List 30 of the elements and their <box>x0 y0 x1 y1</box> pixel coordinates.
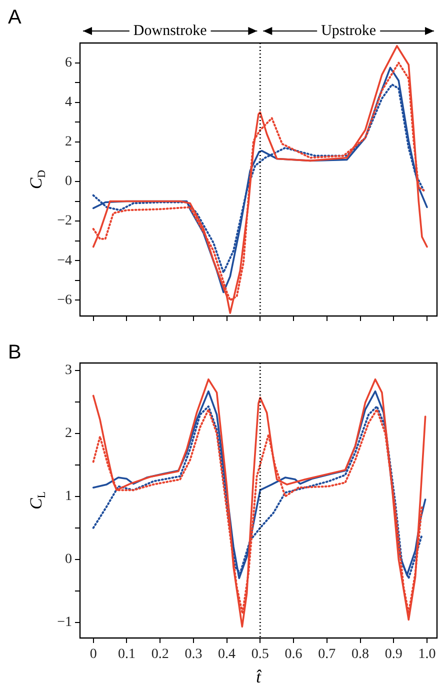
chart-title: A <box>8 6 22 29</box>
y-tick-label: −4 <box>57 253 72 268</box>
x-tick-label: 0.5 <box>251 647 269 662</box>
x-tick-label: 0.6 <box>284 647 302 662</box>
y-tick-label: 1 <box>65 489 72 504</box>
y-tick-label: 6 <box>65 55 72 70</box>
x-tick-label: 0.8 <box>352 647 370 662</box>
x-tick-label: 0.4 <box>218 647 236 662</box>
y-tick-label: 3 <box>65 363 72 378</box>
x-tick-label: 0.2 <box>151 647 169 662</box>
y-tick-label: −2 <box>57 214 72 229</box>
chart-title: B <box>8 342 22 364</box>
y-axis-title: CD <box>26 170 48 190</box>
text: Downstroke <box>133 22 208 39</box>
y-tick-label: 2 <box>65 426 72 442</box>
y-tick-label: 2 <box>65 134 72 150</box>
y-tick-label: 4 <box>65 95 72 110</box>
y-tick-label: −1 <box>57 614 72 630</box>
x-tick-label: 0 <box>90 647 97 662</box>
y-tick-label: 0 <box>65 552 72 568</box>
x-tick-label: 0.1 <box>118 647 136 662</box>
x-tick-label: 0.3 <box>184 647 202 662</box>
y-tick-label: 0 <box>65 174 72 190</box>
x-tick-label: 0.9 <box>384 647 402 662</box>
y-axis-title: CL <box>26 491 48 510</box>
x-tick-label: 0.7 <box>318 647 336 662</box>
x-axis-title: t̂ <box>256 667 262 686</box>
text: Upstroke <box>321 22 376 39</box>
x-tick-label: 1.0 <box>418 647 436 662</box>
y-tick-label: −6 <box>57 292 72 308</box>
